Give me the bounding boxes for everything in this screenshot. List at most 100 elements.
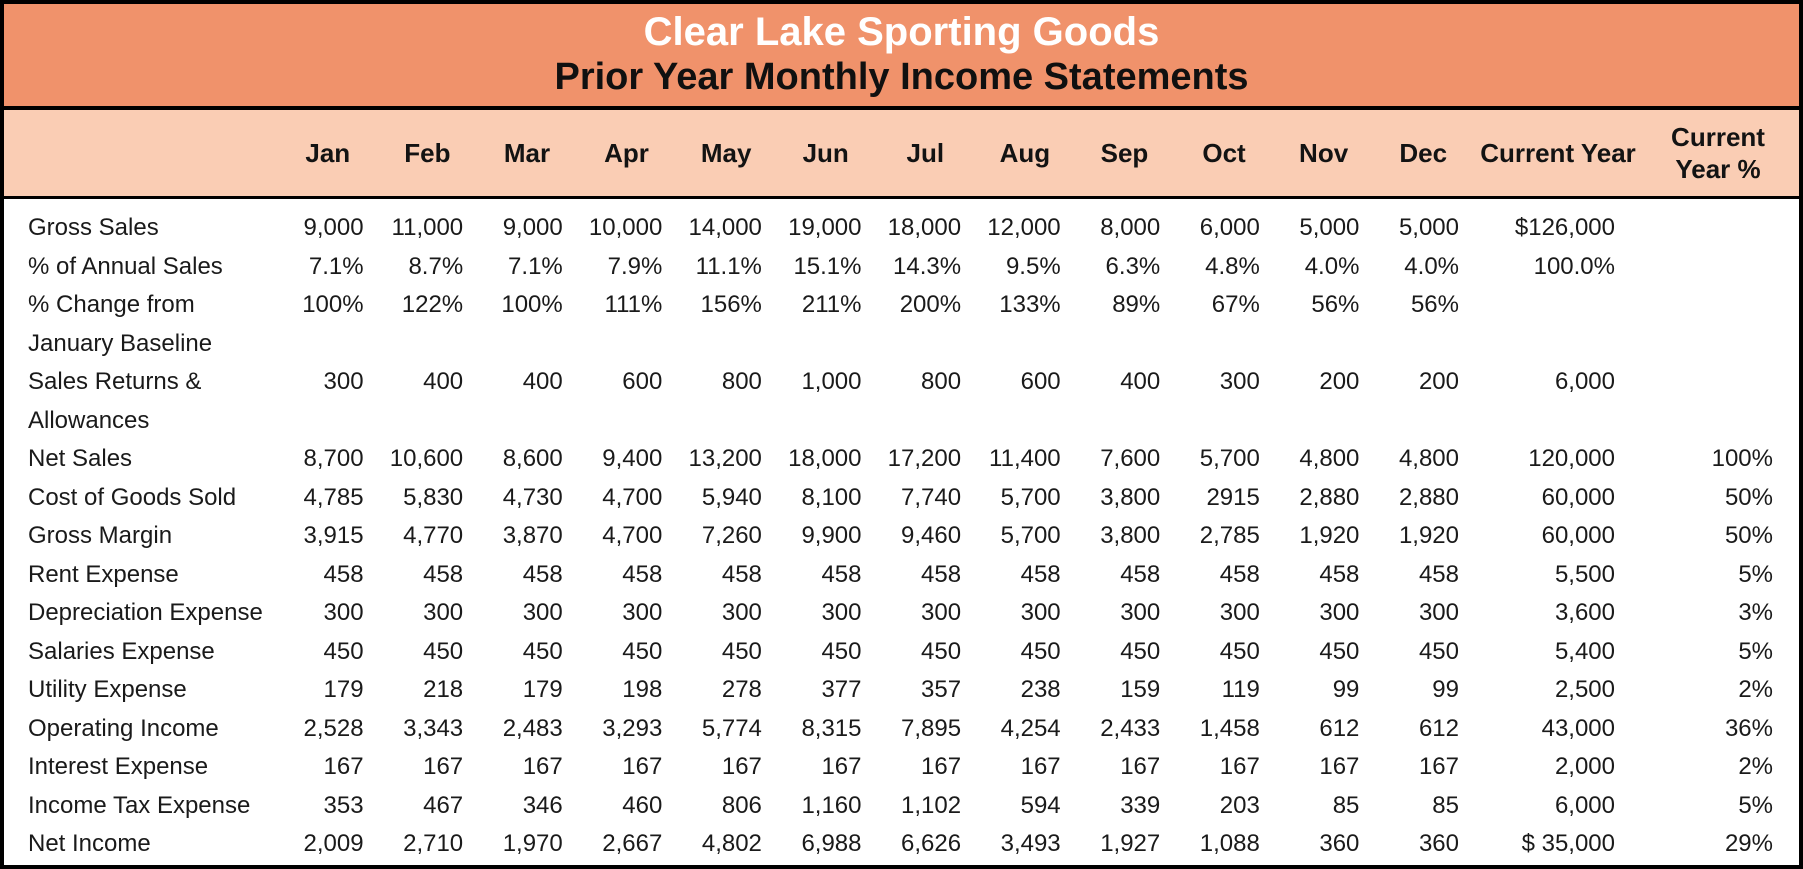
month-value-cell: 450 [423,637,464,665]
row-label: Rent Expense [28,560,179,588]
month-value-cell: 6,000 [1199,214,1260,241]
month-value-cell: 11.1% [695,252,762,280]
month-value-cell: 159 [1120,676,1161,703]
month-value-cell: 2,880 [1299,483,1360,511]
month-value-cell: 3,800 [1100,483,1161,511]
month-value-cell: 450 [1319,637,1360,665]
month-value-cell: 2,528 [303,714,364,742]
month-value-cell: 8,000 [1100,214,1161,241]
month-value-cell: 6.3% [1105,252,1161,280]
month-value-cell: 4,730 [502,483,563,511]
month-value-cell: 300 [821,599,862,626]
page-title: Clear Lake Sporting Goods [643,10,1160,55]
month-value-cell: 5,700 [1000,522,1061,549]
month-value-cell: 10,600 [389,445,464,472]
table-row: Operating Income 2,528 3,343 2,483 3,293 5,77… [4,710,1799,749]
month-value-cell: 1,088 [1199,830,1260,857]
current-year-percent-cell: 50% [1724,483,1773,511]
row-label: Gross Sales [28,214,159,241]
month-value-cell: 179 [323,676,364,703]
month-value-cell: 8,700 [303,445,364,472]
current-year-cell: 43,000 [1541,714,1615,742]
month-value-cell: 5,774 [701,714,762,742]
table-row: % Change from January Baseline 100% 122% 10… [4,286,1799,363]
month-value-cell: 2,483 [502,714,563,742]
column-header-apr: Apr [604,137,649,168]
month-value-cell: 7.9% [607,252,663,280]
month-value-cell: 11,400 [989,445,1061,472]
month-value-cell: 8,100 [801,483,862,511]
current-year-cell: 60,000 [1541,483,1615,511]
row-label: Depreciation Expense [28,599,263,626]
month-value-cell: 12,000 [987,214,1061,241]
row-label: Interest Expense [28,753,209,780]
table-row: Sales Returns & Allowances 300 400 400 600 80… [4,363,1799,440]
month-value-cell: 4,254 [1000,714,1061,742]
month-value-cell: 360 [1319,830,1360,857]
month-value-cell: 3,343 [403,714,464,742]
current-year-percent-cell: 36% [1724,714,1773,742]
month-value-cell: 300 [622,599,663,626]
month-value-cell: 15.1% [793,252,862,280]
month-value-cell: 1,102 [901,791,962,819]
month-value-cell: 600 [622,368,663,395]
row-label: Salaries Expense [28,637,215,665]
month-value-cell: 300 [522,599,563,626]
month-value-cell: 3,800 [1100,522,1161,549]
table-row: Gross Margin 3,915 4,770 3,870 4,700 7,260 9,9… [4,517,1799,556]
current-year-percent-cell: 29% [1724,830,1773,857]
month-value-cell: 4,800 [1398,445,1459,472]
month-value-cell: 353 [323,791,364,819]
month-value-cell: 10,000 [588,214,663,241]
column-header-feb: Feb [404,137,451,168]
month-value-cell: 300 [1120,599,1161,626]
month-value-cell: 806 [721,791,762,819]
month-value-cell: 89% [1112,291,1161,318]
month-value-cell: 300 [423,599,464,626]
month-value-cell: 300 [721,599,762,626]
month-value-cell: 458 [622,560,663,588]
month-value-cell: 9.5% [1005,252,1061,280]
column-header-sep: Sep [1100,137,1149,168]
month-value-cell: 458 [1418,560,1459,588]
month-value-cell: 458 [423,560,464,588]
month-value-cell: 1,920 [1398,522,1459,549]
column-header-mar: Mar [503,137,551,168]
month-value-cell: 167 [622,753,663,780]
row-label: Sales Returns & Allowances [28,368,202,434]
month-value-cell: 5,830 [403,483,464,511]
month-value-cell: 467 [423,791,464,819]
month-value-cell: 119 [1221,676,1260,703]
current-year-percent-cell: 5% [1738,637,1773,665]
month-value-cell: 800 [921,368,962,395]
table-row: % of Annual Sales 7.1% 8.7% 7.1% 7.9% 11.1% 15… [4,248,1799,287]
month-value-cell: 7,740 [901,483,962,511]
month-value-cell: 167 [1418,753,1459,780]
current-year-percent-cell: 5% [1738,791,1773,819]
current-year-percent-cell: 5% [1738,560,1773,588]
month-value-cell: 450 [1418,637,1459,665]
month-value-cell: 7,600 [1100,445,1161,472]
month-value-cell: 2,433 [1100,714,1161,742]
month-value-cell: 100% [501,291,563,318]
month-value-cell: 4,700 [602,483,663,511]
month-value-cell: 612 [1319,714,1360,742]
month-value-cell: 300 [323,599,364,626]
month-value-cell: 167 [1020,753,1061,780]
column-header-dec: Dec [1399,137,1448,168]
current-year-cell: 5,400 [1554,637,1615,665]
month-value-cell: 200 [1418,368,1459,395]
month-value-cell: 203 [1219,791,1260,819]
month-value-cell: 6,988 [801,830,862,857]
month-value-cell: 278 [721,676,762,703]
month-value-cell: 9,900 [801,522,862,549]
current-year-cell: 3,600 [1554,599,1615,626]
month-value-cell: 6,626 [901,830,962,857]
column-header-may: May [700,137,752,168]
month-value-cell: 4,802 [701,830,762,857]
row-label: Gross Margin [28,522,173,549]
month-value-cell: 400 [1120,368,1161,395]
month-value-cell: 4.0% [1304,252,1360,280]
table-row: Depreciation Expense 300 300 300 300 300 300 30… [4,594,1799,633]
